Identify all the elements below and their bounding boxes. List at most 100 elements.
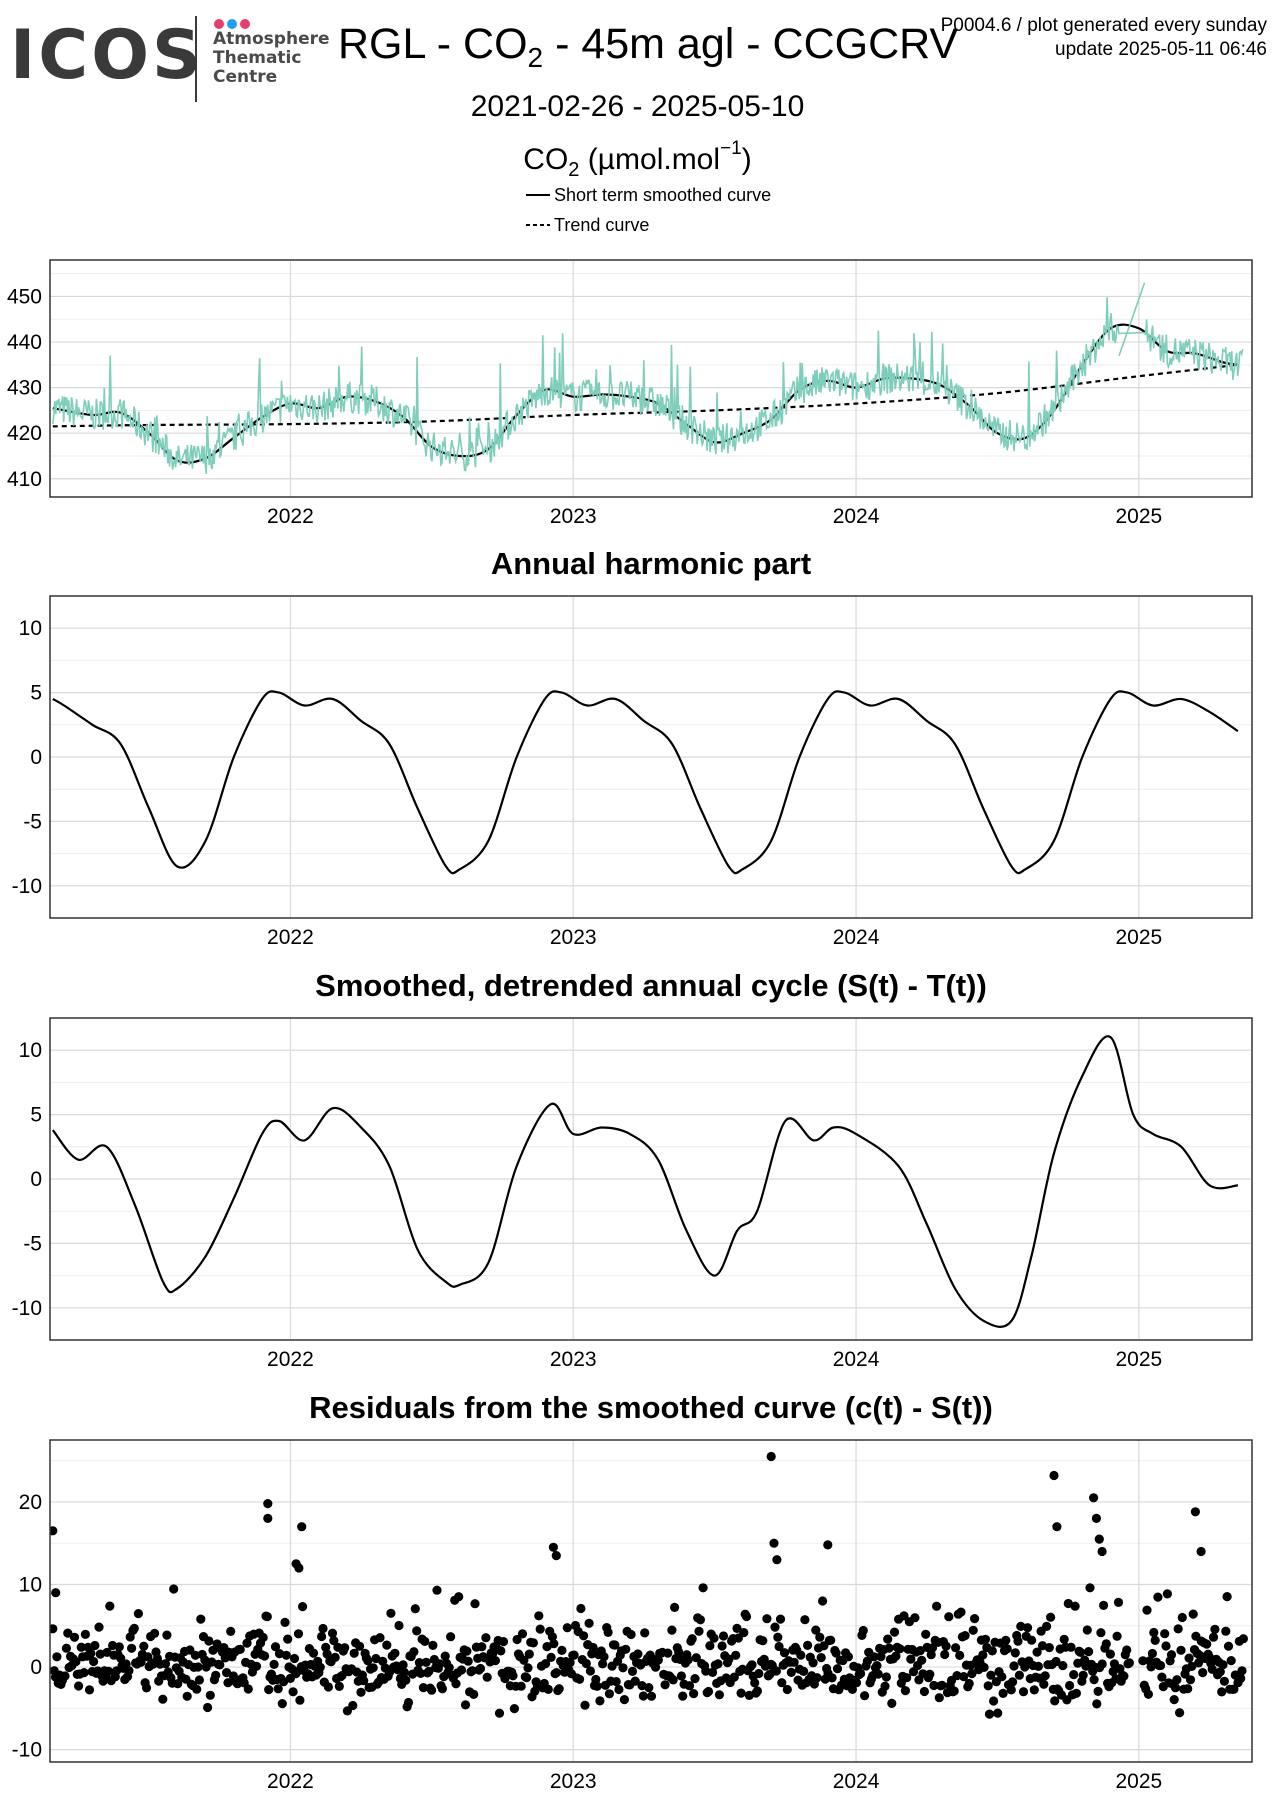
residual-point xyxy=(463,1656,473,1666)
x-tick-label: 2024 xyxy=(833,1348,880,1371)
legend: Short term smoothed curve Trend curve xyxy=(524,180,771,240)
residual-outlier-point xyxy=(263,1513,273,1523)
residual-point xyxy=(318,1623,328,1634)
x-tick-label: 2023 xyxy=(550,1348,597,1371)
residual-point xyxy=(554,1684,564,1694)
residual-point xyxy=(887,1698,897,1708)
residual-point xyxy=(752,1686,763,1696)
residual-point xyxy=(84,1685,95,1695)
residual-point xyxy=(446,1632,456,1642)
residual-point xyxy=(551,1668,562,1678)
residual-point xyxy=(1176,1645,1186,1655)
residual-point xyxy=(926,1650,936,1660)
residual-point xyxy=(1150,1635,1160,1645)
residual-point xyxy=(456,1665,467,1675)
residual-point xyxy=(215,1660,225,1670)
residual-point xyxy=(337,1671,347,1681)
residual-point xyxy=(729,1672,739,1682)
residual-point xyxy=(771,1666,782,1676)
residual-point xyxy=(832,1664,843,1674)
residual-point xyxy=(1009,1661,1019,1671)
residual-point xyxy=(262,1612,272,1622)
x-tick-label: 2024 xyxy=(833,926,880,949)
residual-point xyxy=(782,1684,792,1695)
residual-point xyxy=(847,1684,858,1694)
residual-point xyxy=(534,1611,544,1621)
residual-point xyxy=(1208,1632,1219,1642)
residual-point xyxy=(1112,1631,1122,1641)
residual-point xyxy=(585,1666,596,1676)
residual-point xyxy=(944,1612,954,1622)
residual-point xyxy=(1113,1597,1124,1607)
logo-divider xyxy=(195,16,197,102)
residual-point xyxy=(1161,1641,1171,1651)
residual-point xyxy=(1221,1626,1231,1636)
residual-point xyxy=(1040,1671,1050,1681)
residual-point xyxy=(363,1656,373,1666)
residual-point xyxy=(731,1650,741,1660)
residual-point xyxy=(660,1680,670,1690)
residual-point xyxy=(330,1652,340,1662)
residual-point xyxy=(349,1648,359,1658)
residual-point xyxy=(467,1666,477,1676)
residual-point xyxy=(1194,1658,1204,1668)
residual-point xyxy=(862,1656,873,1666)
residual-point xyxy=(222,1668,232,1678)
residual-point xyxy=(646,1691,657,1701)
residual-point xyxy=(1002,1644,1012,1654)
y-tick-label: -10 xyxy=(12,875,42,898)
residual-point xyxy=(808,1658,818,1668)
residual-point xyxy=(315,1662,325,1672)
residual-point xyxy=(1097,1659,1107,1669)
residual-point xyxy=(717,1641,727,1651)
logo-dot-3 xyxy=(240,19,250,29)
y-tick-label: 10 xyxy=(19,1573,42,1596)
logo-line-1: Atmosphere xyxy=(213,29,330,49)
residual-point xyxy=(139,1641,149,1651)
residual-point xyxy=(592,1681,602,1691)
residual-point xyxy=(818,1596,828,1606)
residual-point xyxy=(403,1697,414,1708)
residual-point xyxy=(69,1632,80,1642)
residual-outlier-point xyxy=(772,1555,782,1565)
residual-point xyxy=(1099,1600,1109,1610)
residual-point xyxy=(308,1648,319,1658)
residual-point xyxy=(701,1666,711,1676)
x-tick-label: 2025 xyxy=(1116,505,1163,528)
residual-point xyxy=(803,1640,813,1650)
residual-point xyxy=(603,1627,613,1637)
residual-point xyxy=(460,1700,471,1710)
residual-point xyxy=(599,1652,609,1662)
icos-logo: ICOS Atmosphere Thematic Centre xyxy=(10,14,330,104)
residual-point xyxy=(401,1675,411,1685)
residual-point xyxy=(105,1601,115,1611)
y-tick-label: 410 xyxy=(7,468,42,491)
residual-point xyxy=(368,1663,378,1673)
residual-point xyxy=(1172,1675,1182,1685)
residual-point xyxy=(490,1656,500,1666)
residual-point xyxy=(739,1628,749,1638)
residual-point xyxy=(1065,1680,1075,1691)
residual-point xyxy=(619,1695,630,1705)
x-tick-label: 2025 xyxy=(1116,926,1163,949)
residual-point xyxy=(509,1704,519,1714)
residual-point xyxy=(1119,1671,1129,1681)
residual-point xyxy=(986,1670,996,1680)
residual-point xyxy=(1236,1673,1246,1683)
residual-point xyxy=(831,1648,841,1658)
residual-point xyxy=(714,1690,725,1700)
y-tick-label: -10 xyxy=(12,1297,42,1320)
residual-point xyxy=(1210,1624,1220,1634)
residual-point xyxy=(193,1662,203,1672)
residual-point xyxy=(997,1672,1007,1682)
residual-point xyxy=(687,1634,697,1644)
residual-point xyxy=(1069,1670,1079,1680)
residual-point xyxy=(432,1585,442,1595)
residual-point xyxy=(949,1686,959,1696)
residual-point xyxy=(359,1676,369,1686)
residual-point xyxy=(815,1632,825,1642)
residual-point xyxy=(477,1642,487,1652)
residual-point xyxy=(211,1670,221,1680)
residual-point xyxy=(987,1646,997,1656)
